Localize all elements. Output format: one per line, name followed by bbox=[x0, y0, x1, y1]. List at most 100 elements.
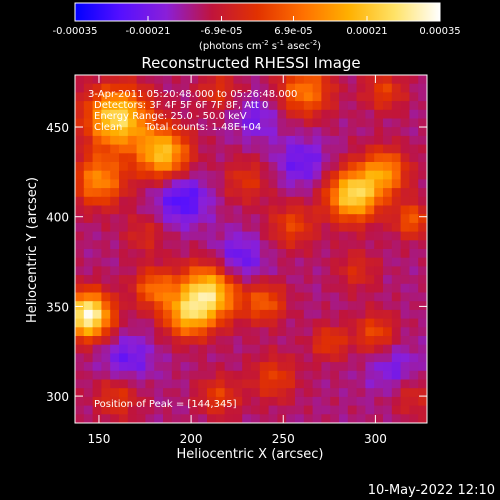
heatmap-cell bbox=[242, 222, 252, 233]
heatmap-cell bbox=[356, 222, 366, 233]
heatmap-cell bbox=[400, 318, 410, 328]
heatmap-cell bbox=[268, 275, 278, 285]
heatmap-cell bbox=[110, 336, 120, 346]
heatmap-cell bbox=[233, 109, 243, 120]
plot-frame bbox=[74, 74, 428, 424]
heatmap-cell bbox=[224, 127, 234, 137]
heatmap-cell bbox=[171, 214, 182, 224]
heatmap-cell bbox=[365, 92, 375, 102]
heatmap-cell bbox=[391, 379, 402, 389]
heatmap-cell bbox=[312, 309, 322, 320]
heatmap-cell bbox=[409, 127, 419, 137]
heatmap-cell bbox=[339, 275, 349, 285]
heatmap-cell bbox=[339, 127, 349, 137]
heatmap-cell bbox=[295, 196, 305, 207]
heatmap-cell bbox=[268, 109, 278, 120]
heatmap-cell bbox=[251, 188, 261, 198]
heatmap-cell bbox=[180, 301, 190, 311]
heatmap-cell bbox=[145, 162, 155, 172]
heatmap-cell bbox=[391, 292, 402, 302]
heatmap-cell bbox=[119, 266, 129, 276]
heatmap-cell bbox=[268, 205, 278, 215]
heatmap-cell bbox=[356, 205, 366, 215]
heatmap-cell bbox=[400, 92, 410, 102]
heatmap-cell bbox=[365, 249, 375, 259]
heatmap-cell bbox=[251, 379, 261, 389]
heatmap-cell bbox=[259, 214, 270, 224]
heatmap-cell bbox=[189, 118, 199, 128]
heatmap-cell bbox=[154, 118, 164, 128]
heatmap-cell bbox=[303, 231, 314, 241]
heatmap-cell bbox=[356, 318, 366, 328]
heatmap-cell bbox=[268, 266, 278, 276]
heatmap-cell bbox=[277, 249, 287, 259]
heatmap-cell bbox=[418, 327, 427, 337]
heatmap-cell bbox=[330, 222, 340, 233]
heatmap-cell bbox=[233, 144, 243, 154]
heatmap-cell bbox=[251, 414, 261, 423]
heatmap-cell bbox=[75, 83, 85, 93]
heatmap-cell bbox=[330, 344, 340, 354]
heatmap-cell bbox=[268, 405, 278, 415]
heatmap-cell bbox=[127, 405, 138, 415]
heatmap-cell bbox=[356, 92, 366, 102]
heatmap-cell bbox=[321, 196, 331, 207]
heatmap-cell bbox=[383, 162, 393, 172]
heatmap-cell bbox=[207, 144, 217, 154]
heatmap-cell bbox=[321, 257, 331, 267]
heatmap-cell bbox=[145, 301, 155, 311]
heatmap-cell bbox=[233, 162, 243, 172]
heatmap-cell bbox=[409, 170, 419, 180]
heatmap-cell bbox=[383, 231, 393, 241]
heatmap-cell bbox=[119, 283, 129, 294]
heatmap-cell bbox=[136, 153, 146, 163]
heatmap-cell bbox=[295, 249, 305, 259]
heatmap-cell bbox=[224, 231, 234, 241]
heatmap-cell bbox=[418, 292, 427, 302]
heatmap-cell bbox=[136, 266, 146, 276]
heatmap-cell bbox=[145, 75, 155, 85]
heatmap-cell bbox=[242, 362, 252, 372]
heatmap-cell bbox=[295, 396, 305, 407]
heatmap-cell bbox=[312, 292, 322, 302]
heatmap-cell bbox=[251, 318, 261, 328]
heatmap-cell bbox=[295, 205, 305, 215]
heatmap-cell bbox=[242, 231, 252, 241]
heatmap-cell bbox=[303, 109, 314, 120]
heatmap-cell bbox=[163, 396, 173, 407]
heatmap-cell bbox=[198, 327, 208, 337]
heatmap-cell bbox=[189, 309, 199, 320]
heatmap-cell bbox=[391, 75, 402, 85]
heatmap-cell bbox=[207, 109, 217, 120]
heatmap-cell bbox=[330, 301, 340, 311]
heatmap-cell bbox=[101, 379, 111, 389]
heatmap-cell bbox=[391, 336, 402, 346]
heatmap-cell bbox=[277, 144, 287, 154]
heatmap-cell bbox=[365, 370, 375, 381]
heatmap-cell bbox=[110, 292, 120, 302]
heatmap-cell bbox=[321, 301, 331, 311]
heatmap-cell bbox=[286, 396, 296, 407]
heatmap-cell bbox=[198, 318, 208, 328]
heatmap-cell bbox=[75, 162, 85, 172]
heatmap-cell bbox=[295, 362, 305, 372]
heatmap-cell bbox=[312, 196, 322, 207]
heatmap-cell bbox=[75, 405, 85, 415]
heatmap-cell bbox=[295, 414, 305, 423]
heatmap-cell bbox=[233, 205, 243, 215]
heatmap-cell bbox=[303, 283, 314, 294]
heatmap-cell bbox=[75, 205, 85, 215]
heatmap-cell bbox=[347, 179, 358, 189]
heatmap-cell bbox=[400, 179, 410, 189]
heatmap-cell bbox=[92, 231, 102, 241]
heatmap-cell bbox=[136, 379, 146, 389]
heatmap-cell bbox=[224, 214, 234, 224]
heatmap-cell bbox=[409, 83, 419, 93]
heatmap-cell bbox=[127, 370, 138, 381]
heatmap-cell bbox=[233, 362, 243, 372]
heatmap-cell bbox=[409, 205, 419, 215]
heatmap-cell bbox=[391, 301, 402, 311]
heatmap-cell bbox=[303, 144, 314, 154]
heatmap-cell bbox=[356, 231, 366, 241]
heatmap-cell bbox=[383, 327, 393, 337]
